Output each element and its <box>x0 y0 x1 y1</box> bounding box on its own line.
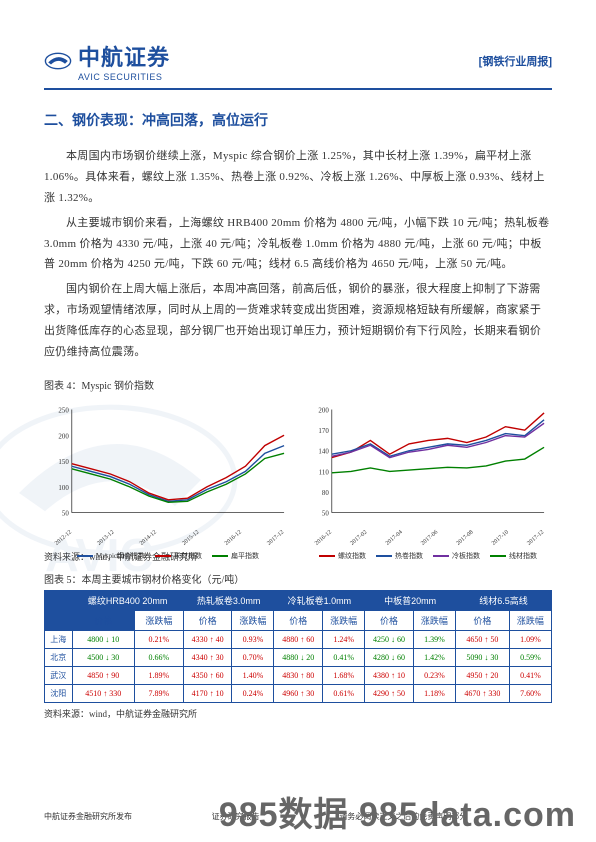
logo-en: AVIC SECURITIES <box>78 72 170 82</box>
svg-text:80: 80 <box>322 489 329 497</box>
logo-icon <box>44 47 72 75</box>
table5-source: 资料来源：wind，中航证券金融研究所 <box>44 707 552 720</box>
body-paragraphs: 本周国内市场钢价继续上涨，Myspic 综合钢价上涨 1.25%，其中长材上涨 … <box>44 146 552 363</box>
chart4-row: 50 100 150 200 250 2012-12 2013-12 2014-12 2015-… <box>44 396 552 546</box>
doc-type: [钢铁行业周报] <box>479 53 552 69</box>
svg-text:200: 200 <box>58 432 69 440</box>
page-header: 中航证券 AVIC SECURITIES [钢铁行业周报] <box>44 40 552 90</box>
legend-item: 冷板指数 <box>433 551 480 561</box>
svg-text:2017-12: 2017-12 <box>526 529 545 546</box>
price-table: 螺纹HRB400 20mm热轧板卷3.0mm冷轧板卷1.0mm中板普20mm线材… <box>44 590 552 703</box>
svg-text:110: 110 <box>319 468 330 476</box>
chart4-right: 50 80 110 140 170 200 2016-12 2017-02 2017-04 201… <box>304 396 552 546</box>
svg-text:2017-02: 2017-02 <box>349 529 368 546</box>
watermark: 985数据 985data.com <box>219 787 576 836</box>
legend-item: 线材指数 <box>490 551 537 561</box>
svg-text:2013-12: 2013-12 <box>96 529 115 546</box>
logo: 中航证券 AVIC SECURITIES <box>44 40 170 82</box>
svg-text:50: 50 <box>62 510 69 518</box>
svg-text:2015-12: 2015-12 <box>181 529 200 546</box>
svg-text:2017-10: 2017-10 <box>491 529 510 546</box>
svg-text:2014-12: 2014-12 <box>139 529 158 546</box>
svg-text:100: 100 <box>58 484 69 492</box>
svg-text:2016-12: 2016-12 <box>224 529 243 546</box>
paragraph: 本周国内市场钢价继续上涨，Myspic 综合钢价上涨 1.25%，其中长材上涨 … <box>44 146 552 209</box>
section-title: 二、钢价表现：冲高回落，高位运行 <box>44 110 552 130</box>
footer-left: 中航证券金融研究所发布 <box>44 811 132 822</box>
svg-text:150: 150 <box>58 458 69 466</box>
legend-item: 热卷指数 <box>376 551 423 561</box>
logo-cn: 中航证券 <box>78 40 170 72</box>
paragraph: 国内钢价在上周大幅上涨后，本周冲高回落，前高后低，钢价的暴涨，很大程度上抑制了下… <box>44 279 552 363</box>
svg-text:2012-12: 2012-12 <box>54 529 73 546</box>
svg-text:170: 170 <box>318 427 329 435</box>
table5-label: 图表 5：本周主要城市钢材价格变化（元/吨） <box>44 571 552 586</box>
legend-item: 长材指数 <box>155 551 202 561</box>
legend-item: 扁平指数 <box>212 551 259 561</box>
legend-item: Myspic钢价指数 <box>77 551 145 561</box>
svg-text:2017-12: 2017-12 <box>266 529 285 546</box>
svg-text:200: 200 <box>318 406 329 414</box>
svg-text:2016-12: 2016-12 <box>314 529 333 546</box>
svg-text:2017-08: 2017-08 <box>456 529 475 546</box>
chart4-label: 图表 4：Myspic 钢价指数 <box>44 377 552 392</box>
svg-text:140: 140 <box>318 448 329 456</box>
chart4-left: 50 100 150 200 250 2012-12 2013-12 2014-12 2015-… <box>44 396 292 546</box>
svg-text:250: 250 <box>58 406 69 414</box>
paragraph: 从主要城市钢价来看，上海螺纹 HRB400 20mm 价格为 4800 元/吨，… <box>44 213 552 276</box>
legend-item: 螺纹指数 <box>319 551 366 561</box>
svg-text:50: 50 <box>322 510 329 518</box>
svg-text:2017-04: 2017-04 <box>385 529 404 546</box>
svg-text:2017-06: 2017-06 <box>420 529 439 546</box>
